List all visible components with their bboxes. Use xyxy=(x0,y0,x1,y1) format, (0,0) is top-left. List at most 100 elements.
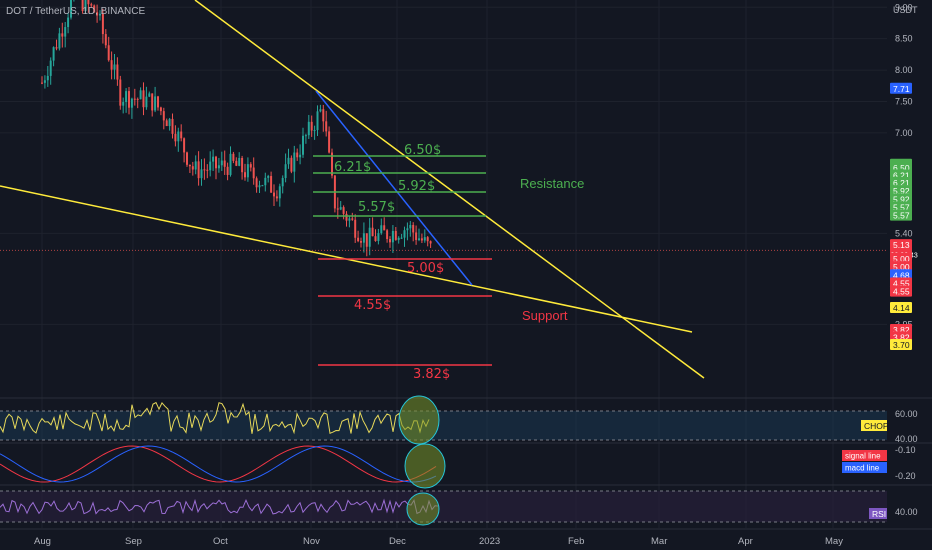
price-badge-label: 5.92 xyxy=(893,194,910,204)
candle-body xyxy=(226,166,229,175)
price-badge xyxy=(890,285,912,297)
candle-body xyxy=(197,161,200,179)
chop-band xyxy=(0,411,887,440)
candle-body xyxy=(93,5,96,13)
candle-body xyxy=(191,166,194,170)
price-badge-label: 4.55 xyxy=(893,278,910,288)
candle-body xyxy=(299,154,302,158)
price-badge-label: 4.14 xyxy=(893,303,910,313)
candle-body xyxy=(371,227,374,237)
candle-body xyxy=(174,133,177,142)
chop-scale: 40.00 xyxy=(895,434,918,444)
price-tick: 9.00 xyxy=(895,2,913,12)
candle-body xyxy=(296,152,299,158)
candle-body xyxy=(351,218,354,220)
rsi-scale: 40.00 xyxy=(895,507,918,517)
candle-body xyxy=(139,90,142,100)
price-tick: 5.40 xyxy=(895,228,913,238)
time-tick: Aug xyxy=(34,536,51,547)
candle-body xyxy=(264,177,267,186)
candle-body xyxy=(81,0,84,12)
candle-body xyxy=(128,91,130,108)
price-badge-label: 4.55 xyxy=(893,287,910,297)
candle-body xyxy=(165,120,168,127)
price-badge-label: 6.21 xyxy=(893,178,910,188)
currency-label: USDT xyxy=(893,5,918,15)
candle-body xyxy=(365,233,368,247)
candle-body xyxy=(130,98,133,108)
candle-body xyxy=(67,17,70,28)
time-axis xyxy=(0,529,932,550)
candle-body xyxy=(354,219,357,238)
candle-body xyxy=(46,75,49,81)
rsi-badge xyxy=(869,508,887,519)
upper-trendline[interactable] xyxy=(194,0,705,379)
candle-body xyxy=(275,196,278,199)
candle-body xyxy=(406,228,409,231)
price-badge xyxy=(890,209,912,221)
candle-body xyxy=(90,4,93,6)
candle-body xyxy=(316,111,319,131)
candle-body xyxy=(383,225,386,231)
chop-line xyxy=(0,401,430,435)
candle-body xyxy=(394,231,397,240)
candle-body xyxy=(157,96,159,108)
candle-body xyxy=(232,153,235,161)
candle-body xyxy=(380,225,383,234)
chop-badge-label: CHOP xyxy=(864,421,889,431)
candle-body xyxy=(357,237,360,242)
candle-body xyxy=(183,138,186,153)
price-badge-label: 3.70 xyxy=(893,340,910,350)
candle-body xyxy=(244,172,246,178)
time-tick: Sep xyxy=(125,536,142,547)
candle-body xyxy=(400,237,403,239)
candle-body xyxy=(377,233,380,242)
candle-body xyxy=(325,121,328,132)
macd-scale: -0.10 xyxy=(895,445,916,455)
candle-body xyxy=(284,164,287,178)
price-badge-label: 3.82 xyxy=(893,325,910,335)
candle-body xyxy=(238,157,241,166)
signal-badge-label: signal line xyxy=(845,452,881,461)
level-label: 6.21$ xyxy=(334,160,371,175)
candle-body xyxy=(278,186,281,199)
candle-body xyxy=(177,131,180,142)
candle-body xyxy=(307,121,310,136)
level-label: 4.55$ xyxy=(354,298,391,313)
price-badge-label: 5.57 xyxy=(893,211,910,221)
candle-body xyxy=(302,135,304,155)
candle-body xyxy=(148,93,151,97)
time-tick: Dec xyxy=(389,536,406,547)
candle-body xyxy=(133,98,136,100)
rsi-band xyxy=(0,491,887,522)
candle-body xyxy=(70,0,72,18)
candle-body xyxy=(212,156,215,162)
price-tick: 8.00 xyxy=(895,65,913,75)
candle-body xyxy=(125,91,128,103)
time-tick: Nov xyxy=(303,536,320,547)
highlight-circle[interactable] xyxy=(398,395,440,445)
candle-body xyxy=(52,47,55,61)
highlight-circle[interactable] xyxy=(404,443,446,489)
candle-body xyxy=(188,164,191,167)
highlight-circle[interactable] xyxy=(406,492,440,526)
candle-body xyxy=(43,80,46,83)
candle-body xyxy=(322,109,325,122)
candle-body xyxy=(281,177,284,187)
price-badge-label: 5.92 xyxy=(893,186,910,196)
candle-body xyxy=(273,192,275,197)
price-badge-label: 5.00 xyxy=(893,262,910,272)
candle-body xyxy=(246,164,249,178)
price-tick: 7.50 xyxy=(895,96,913,106)
price-badge-label: 6.21 xyxy=(893,170,910,180)
time-tick: Apr xyxy=(738,536,753,547)
blue-trendline[interactable] xyxy=(315,90,473,286)
price-badge-label: 5.13 xyxy=(893,240,910,250)
candle-body xyxy=(241,157,244,173)
time-tick: Feb xyxy=(568,536,584,547)
candle-body xyxy=(258,185,261,188)
candle-body xyxy=(360,241,362,243)
